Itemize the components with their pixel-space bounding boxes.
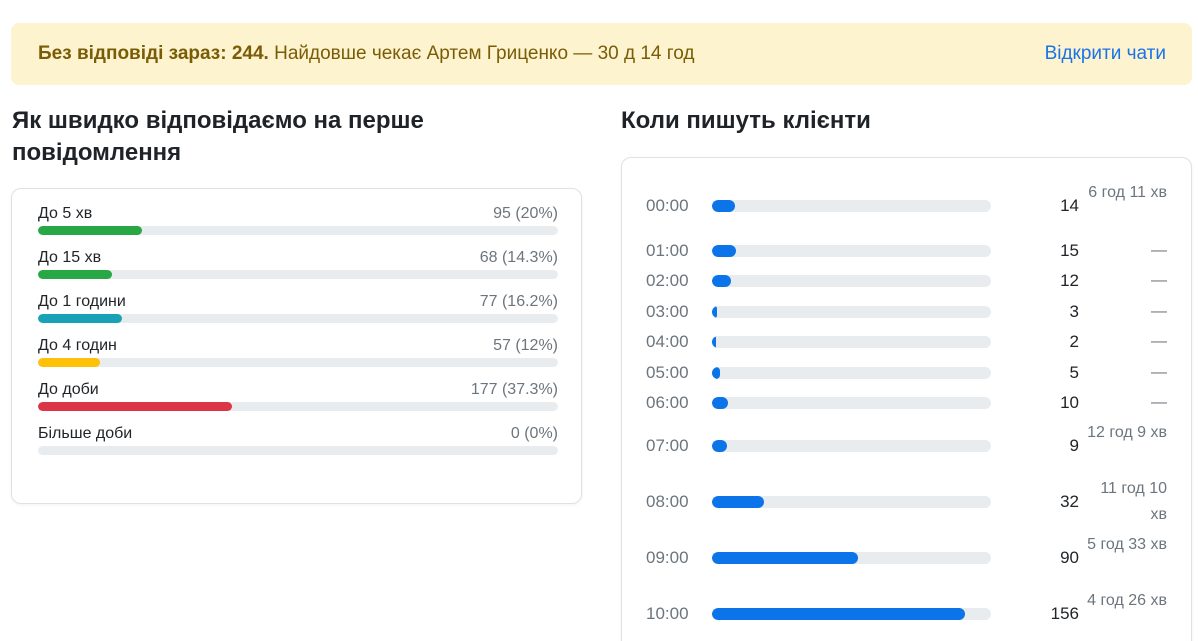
response-time-row: До 5 хв 95 (20%): [38, 177, 558, 235]
response-time-label: Більше доби: [38, 425, 133, 442]
response-time-bar-fill: [38, 402, 232, 411]
hourly-time: 09:00: [646, 548, 689, 567]
hourly-bar-fill: [712, 440, 727, 452]
hourly-avg-response: —: [1151, 394, 1167, 411]
hourly-bar: [712, 552, 991, 564]
hourly-bar-fill: [712, 496, 764, 508]
hourly-bar: [712, 440, 991, 452]
response-times-card: До 5 хв 95 (20%) До 15 хв 68 (14.3%) До 1 го…: [11, 188, 582, 504]
hourly-time: 03:00: [646, 302, 689, 321]
unanswered-alert: Без відповіді зараз: 244. Найдовше чекає…: [11, 23, 1192, 85]
hourly-bar: [712, 275, 991, 287]
response-time-row: До доби 177 (37.3%): [38, 353, 558, 411]
hourly-avg-response: 11 год 10 хв: [1100, 480, 1167, 523]
alert-message: Без відповіді зараз: 244. Найдовше чекає…: [38, 43, 695, 65]
hourly-avg-response: —: [1151, 272, 1167, 289]
response-times-title: Як швидко відповідаємо на перше повідомл…: [12, 107, 424, 166]
hourly-count: 14: [1060, 196, 1079, 215]
response-time-row: До 15 хв 68 (14.3%): [38, 221, 558, 279]
response-time-bar: [38, 314, 558, 323]
alert-longest-wait: Найдовше чекає Артем Гриценко — 30 д 14 …: [274, 43, 695, 64]
hourly-count: 3: [1069, 302, 1079, 321]
hourly-avg-response: 5 год 33 хв: [1087, 536, 1167, 553]
hourly-avg-response: —: [1151, 303, 1167, 320]
hourly-time: 01:00: [646, 241, 689, 260]
hourly-bar-fill: [712, 306, 717, 318]
hourly-avg-response: —: [1151, 364, 1167, 381]
open-chats-link[interactable]: Відкрити чати: [1044, 43, 1166, 64]
response-time-bar: [38, 226, 558, 235]
hourly-count: 90: [1060, 548, 1079, 567]
response-time-row: Більше доби 0 (0%): [38, 397, 558, 455]
response-time-bar-fill: [38, 358, 101, 367]
hourly-avg-response: 12 год 9 хв: [1087, 424, 1167, 441]
hourly-avg-response: 4 год 26 хв: [1087, 592, 1167, 609]
hourly-title: Коли пишуть клієнти: [621, 107, 871, 134]
hourly-count: 10: [1060, 393, 1079, 412]
hourly-bar-fill: [712, 552, 858, 564]
hourly-time: 00:00: [646, 196, 689, 215]
response-time-label: До 15 хв: [38, 249, 102, 266]
hourly-bar-fill: [712, 336, 717, 348]
hourly-count: 15: [1060, 241, 1079, 260]
hourly-bar: [712, 336, 991, 348]
hourly-bar: [712, 245, 991, 257]
hourly-count: 32: [1060, 492, 1079, 511]
hourly-avg-response: —: [1151, 242, 1167, 259]
hourly-time: 07:00: [646, 436, 689, 455]
response-time-bar-fill: [38, 270, 113, 279]
hourly-bar-fill: [712, 397, 729, 409]
response-time-value: 77 (16.2%): [479, 293, 558, 310]
hourly-bar-fill: [712, 275, 732, 287]
hourly-card: 00:00 14 6 год 11 хв 01:00 15 — 02:00 12 — 03:00 3…: [621, 157, 1192, 641]
hourly-bar-fill: [712, 200, 735, 212]
alert-count: Без відповіді зараз: 244.: [38, 43, 269, 64]
response-time-label: До доби: [38, 381, 99, 398]
hourly-bar-fill: [712, 608, 966, 620]
hourly-time: 10:00: [646, 604, 689, 623]
hourly-count: 156: [1050, 604, 1079, 623]
response-time-label: До 5 хв: [38, 205, 93, 222]
hourly-count: 12: [1060, 271, 1079, 290]
hourly-bar: [712, 306, 991, 318]
hourly-time: 06:00: [646, 393, 689, 412]
response-time-value: 57 (12%): [493, 337, 558, 354]
hourly-bar: [712, 608, 991, 620]
response-time-bar: [38, 402, 558, 411]
hourly-count: 9: [1069, 436, 1079, 455]
response-time-bar-fill: [38, 314, 123, 323]
hourly-count: 5: [1069, 363, 1079, 382]
response-time-label: До 1 години: [38, 293, 126, 310]
hourly-time: 05:00: [646, 363, 689, 382]
response-time-row: До 1 години 77 (16.2%): [38, 265, 558, 323]
response-time-bar-fill: [38, 226, 142, 235]
hourly-bar-fill: [712, 245, 737, 257]
response-time-value: 95 (20%): [493, 205, 558, 222]
hourly-avg-response: —: [1151, 333, 1167, 350]
response-time-value: 68 (14.3%): [479, 249, 558, 266]
hourly-bar: [712, 367, 991, 379]
hourly-avg-response: 6 год 11 хв: [1088, 184, 1167, 201]
response-time-label: До 4 годин: [38, 337, 117, 354]
hourly-bar: [712, 397, 991, 409]
hourly-count: 2: [1069, 332, 1079, 351]
hourly-bar: [712, 496, 991, 508]
hourly-time: 04:00: [646, 332, 689, 351]
hourly-bar-fill: [712, 367, 721, 379]
hourly-bar: [712, 200, 991, 212]
response-time-bar: [38, 358, 558, 367]
response-time-bar: [38, 446, 558, 455]
hourly-time: 08:00: [646, 492, 689, 511]
response-time-value: 0 (0%): [510, 425, 558, 442]
response-time-bar: [38, 270, 558, 279]
hourly-time: 02:00: [646, 271, 689, 290]
response-time-value: 177 (37.3%): [470, 381, 558, 398]
response-time-row: До 4 годин 57 (12%): [38, 309, 558, 367]
